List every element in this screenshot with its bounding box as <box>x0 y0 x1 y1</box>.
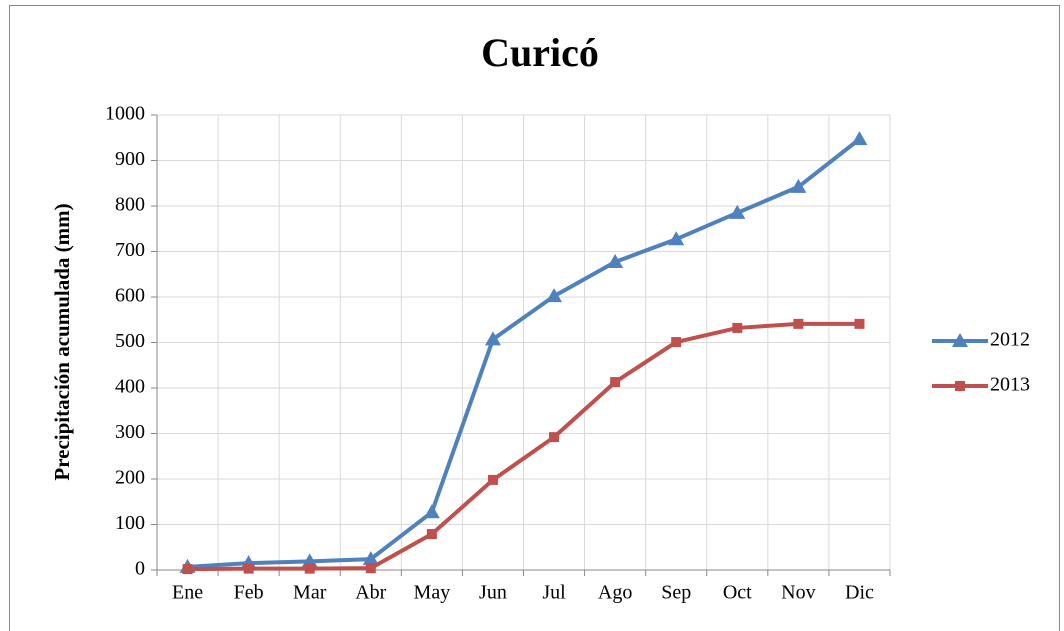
y-tick-label: 0 <box>135 558 145 580</box>
y-tick-label: 400 <box>115 376 145 398</box>
y-tick-label: 900 <box>115 148 145 170</box>
x-tick-label: Mar <box>293 582 327 604</box>
x-tick-label: May <box>414 582 451 604</box>
data-point <box>304 563 315 574</box>
y-tick-label: 700 <box>115 239 145 261</box>
x-tick-label: Oct <box>723 582 752 604</box>
y-tick-label: 100 <box>115 512 145 534</box>
y-tick-label: 800 <box>115 194 145 216</box>
x-tick-label: Ago <box>598 582 632 604</box>
data-point <box>790 178 807 193</box>
data-point <box>182 564 193 575</box>
data-point <box>487 474 498 485</box>
x-tick-label: Ene <box>172 582 203 604</box>
legend-marker <box>955 381 965 391</box>
legend-marker <box>952 333 968 347</box>
data-point <box>484 331 501 346</box>
x-tick-label: Abr <box>355 582 386 604</box>
chart-title: Curicó <box>481 30 599 75</box>
chart-border <box>9 5 1060 631</box>
data-point <box>729 204 746 219</box>
x-tick-label: Dic <box>845 582 874 604</box>
data-point <box>362 551 379 566</box>
legend-label: 2013 <box>990 374 1030 396</box>
data-point <box>549 432 560 443</box>
data-point <box>546 288 563 303</box>
x-tick-label: Feb <box>234 582 264 604</box>
data-point <box>423 504 440 519</box>
data-point <box>671 337 682 348</box>
x-tick-label: Jun <box>479 582 507 604</box>
data-point <box>668 231 685 246</box>
data-point <box>851 131 868 146</box>
data-point <box>426 529 437 540</box>
y-tick-label: 200 <box>115 467 145 489</box>
y-tick-label: 1000 <box>105 103 145 125</box>
y-axis-label: Precipitación acumulada (mm) <box>50 203 74 480</box>
y-tick-label: 600 <box>115 285 145 307</box>
y-tick-label: 500 <box>115 330 145 352</box>
data-point <box>610 377 621 388</box>
data-point <box>793 318 804 329</box>
series-line <box>187 137 861 569</box>
x-tick-label: Nov <box>781 582 815 604</box>
legend-label: 2012 <box>990 329 1030 351</box>
data-point <box>732 322 743 333</box>
x-tick-label: Jul <box>542 582 566 604</box>
data-point <box>365 563 376 574</box>
data-point <box>607 253 624 268</box>
y-tick-label: 300 <box>115 421 145 443</box>
series-line <box>187 321 860 572</box>
x-tick-label: Sep <box>661 582 691 604</box>
data-point <box>243 563 254 574</box>
data-point <box>854 318 865 329</box>
